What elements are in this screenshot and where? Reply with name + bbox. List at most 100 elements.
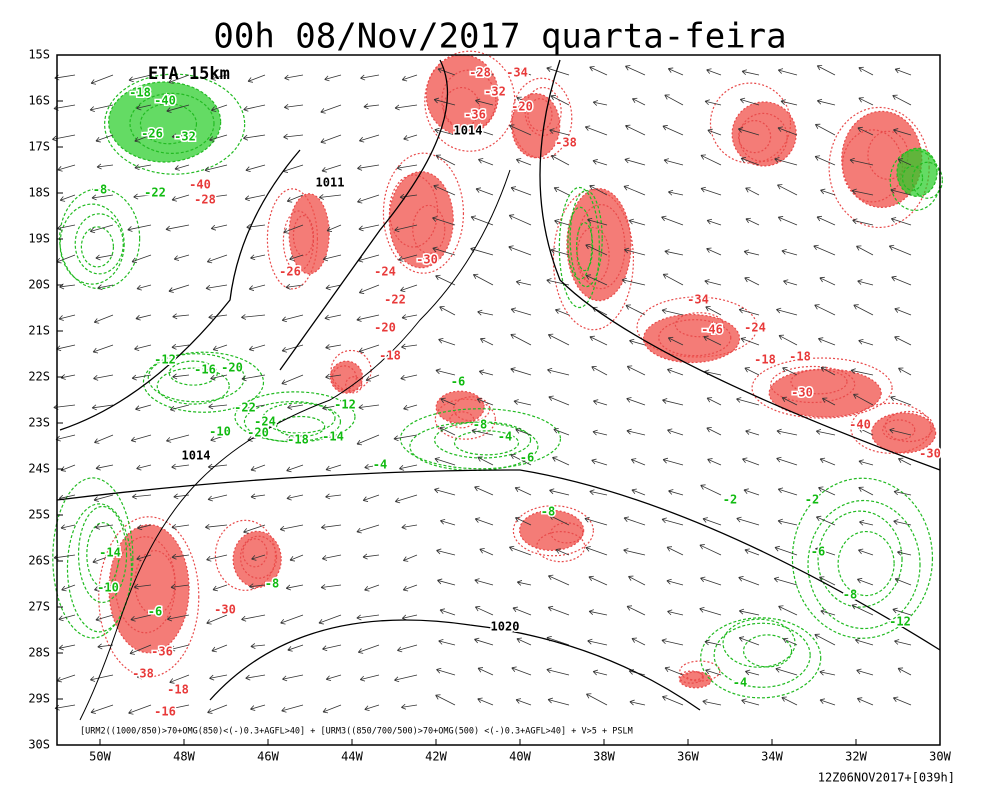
wind-arrow xyxy=(549,128,570,136)
wind-arrow xyxy=(777,518,798,526)
wind-arrow xyxy=(548,574,570,586)
wind-arrow xyxy=(136,104,152,111)
wind-arrow xyxy=(364,704,380,712)
wind-arrow xyxy=(510,186,532,196)
wind-arrow xyxy=(706,68,722,76)
humidity-contour xyxy=(678,670,704,684)
wind-arrow xyxy=(515,279,532,286)
wind-arrow xyxy=(393,434,418,442)
wind-arrow xyxy=(625,65,646,76)
wind-arrow xyxy=(631,637,646,646)
humidity-contour xyxy=(108,524,190,654)
wind-arrow xyxy=(624,247,646,256)
wind-arrow xyxy=(736,397,760,406)
wind-arrow xyxy=(815,123,836,136)
humidity-contour xyxy=(550,522,584,544)
wind-arrow xyxy=(555,308,570,316)
wind-arrow xyxy=(241,314,266,320)
wind-arrow xyxy=(479,337,494,346)
wind-arrow xyxy=(210,224,228,231)
lat-label: 19S xyxy=(28,232,50,246)
wind-arrow xyxy=(547,697,570,706)
omega-label: -40 xyxy=(154,94,176,108)
humidity-label: -16 xyxy=(154,705,176,719)
wind-arrow xyxy=(289,254,304,261)
wind-arrow xyxy=(851,604,874,616)
wind-arrow xyxy=(623,516,646,526)
omega-contour xyxy=(558,186,600,309)
omega-contour xyxy=(896,147,938,197)
wind-arrow xyxy=(204,164,228,173)
omega-contour xyxy=(837,530,895,597)
humidity-contour xyxy=(511,77,573,159)
wind-arrow xyxy=(584,516,608,526)
wind-arrow xyxy=(397,644,418,653)
wind-arrow xyxy=(509,545,532,556)
wind-arrow xyxy=(777,126,798,136)
wind-arrow xyxy=(778,605,798,616)
humidity-contour xyxy=(658,319,732,357)
wind-arrow xyxy=(667,336,684,346)
wind-arrow xyxy=(91,194,114,201)
humidity-label: -38 xyxy=(555,136,577,150)
wind-arrow xyxy=(744,276,760,286)
wind-arrow xyxy=(851,188,874,196)
humidity-label: -28 xyxy=(194,193,216,207)
wind-arrow xyxy=(250,464,266,472)
humidity-contour xyxy=(512,505,594,557)
wind-arrow xyxy=(778,334,798,346)
wind-arrow xyxy=(95,254,114,261)
wind-arrow xyxy=(435,154,456,166)
lat-label: 20S xyxy=(28,278,50,292)
wind-arrow xyxy=(781,696,798,706)
wind-arrow xyxy=(629,338,646,346)
wind-arrow xyxy=(737,127,760,136)
wind-arrow xyxy=(401,523,418,530)
humidity-label: -30 xyxy=(214,603,236,617)
wind-arrow xyxy=(856,697,874,706)
lat-label: 27S xyxy=(28,600,50,614)
wind-arrow xyxy=(849,157,874,166)
wind-arrow xyxy=(587,638,608,646)
omega-label: -22 xyxy=(234,401,256,415)
wind-arrow xyxy=(815,429,836,436)
wind-arrow xyxy=(628,218,646,226)
wind-arrow xyxy=(56,224,76,231)
wind-arrow xyxy=(399,464,418,471)
wind-arrow xyxy=(94,584,114,592)
lat-label: 26S xyxy=(28,554,50,568)
wind-arrow xyxy=(168,284,190,293)
wind-arrow xyxy=(474,637,494,646)
wind-arrow xyxy=(281,374,304,385)
wind-arrow xyxy=(170,583,190,590)
omega-label: -16 xyxy=(194,363,216,377)
omega-contour xyxy=(147,353,245,403)
wind-arrow xyxy=(593,399,608,406)
wind-arrow xyxy=(212,584,228,592)
wind-arrow xyxy=(744,367,760,376)
wind-arrow xyxy=(322,644,342,652)
lon-label: 48W xyxy=(173,750,195,764)
wind-arrow xyxy=(319,194,342,200)
omega-contour xyxy=(722,618,796,668)
wind-arrow xyxy=(60,524,76,531)
humidity-label: -24 xyxy=(744,321,766,335)
wind-arrow xyxy=(438,639,456,646)
wind-arrow xyxy=(667,367,684,376)
wind-arrow xyxy=(208,313,228,320)
wind-arrow xyxy=(321,164,342,173)
wind-arrow xyxy=(439,306,456,316)
wind-arrow xyxy=(439,426,456,436)
wind-arrow xyxy=(90,74,114,85)
wind-arrow xyxy=(365,374,380,382)
wind-arrow xyxy=(775,667,798,676)
wind-arrow xyxy=(664,666,684,676)
wind-arrow xyxy=(588,609,608,616)
wind-arrow xyxy=(435,368,456,376)
humidity-label: -46 xyxy=(701,323,723,337)
wind-arrow xyxy=(209,134,228,142)
wind-arrow xyxy=(286,434,304,442)
wind-arrow xyxy=(364,584,380,592)
wind-arrow xyxy=(514,486,532,496)
humidity-contour xyxy=(435,390,485,424)
